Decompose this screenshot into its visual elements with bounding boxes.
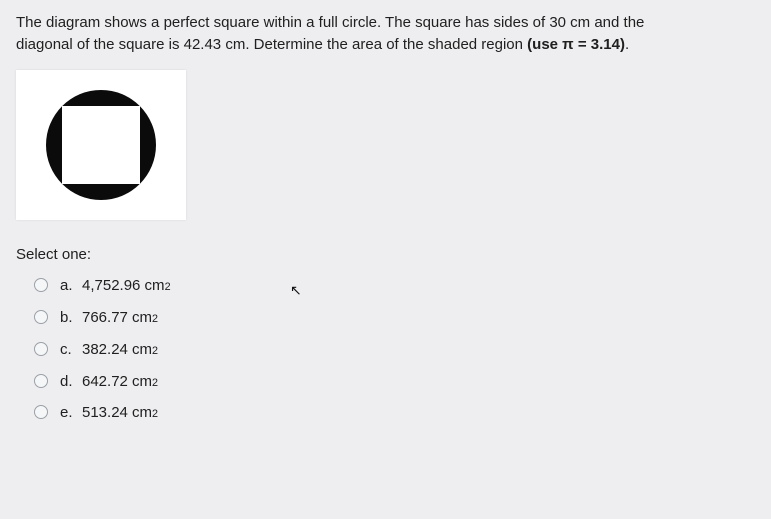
question-text: The diagram shows a perfect square withi… — [16, 12, 755, 56]
option-b[interactable]: b. 766.77 cm2 — [34, 307, 755, 329]
option-letter: d. — [60, 371, 82, 393]
option-letter: c. — [60, 339, 82, 361]
option-letter: b. — [60, 307, 82, 329]
option-unit-sup: 2 — [152, 344, 158, 360]
option-c[interactable]: c. 382.24 cm2 — [34, 339, 755, 361]
option-d[interactable]: d. 642.72 cm2 — [34, 371, 755, 393]
options-list: a. 4,752.96 cm2 b. 766.77 cm2 c. 382.24 … — [34, 275, 755, 424]
question-pi: (use π = 3.14) — [527, 36, 625, 53]
radio-icon[interactable] — [34, 374, 48, 388]
option-letter: a. — [60, 275, 82, 297]
question-line2: diagonal of the square is 42.43 cm. Dete… — [16, 36, 527, 53]
radio-icon[interactable] — [34, 310, 48, 324]
option-value: 766.77 cm — [82, 307, 152, 329]
figure-container — [16, 70, 186, 220]
radio-icon[interactable] — [34, 405, 48, 419]
option-e[interactable]: e. 513.24 cm2 — [34, 402, 755, 424]
option-value: 642.72 cm — [82, 371, 152, 393]
option-unit-sup: 2 — [152, 376, 158, 392]
option-value: 513.24 cm — [82, 402, 152, 424]
option-letter: e. — [60, 402, 82, 424]
option-value: 382.24 cm — [82, 339, 152, 361]
option-a[interactable]: a. 4,752.96 cm2 — [34, 275, 755, 297]
option-unit-sup: 2 — [165, 280, 171, 296]
cursor-icon: ↖ — [290, 280, 302, 300]
question-line2-end: . — [625, 36, 629, 53]
figure-square — [62, 106, 140, 184]
option-unit-sup: 2 — [152, 407, 158, 423]
radio-icon[interactable] — [34, 342, 48, 356]
radio-icon[interactable] — [34, 278, 48, 292]
figure-svg — [36, 80, 166, 210]
option-value: 4,752.96 cm — [82, 275, 165, 297]
question-line1: The diagram shows a perfect square withi… — [16, 14, 644, 31]
option-unit-sup: 2 — [152, 312, 158, 328]
select-one-label: Select one: — [16, 244, 755, 266]
